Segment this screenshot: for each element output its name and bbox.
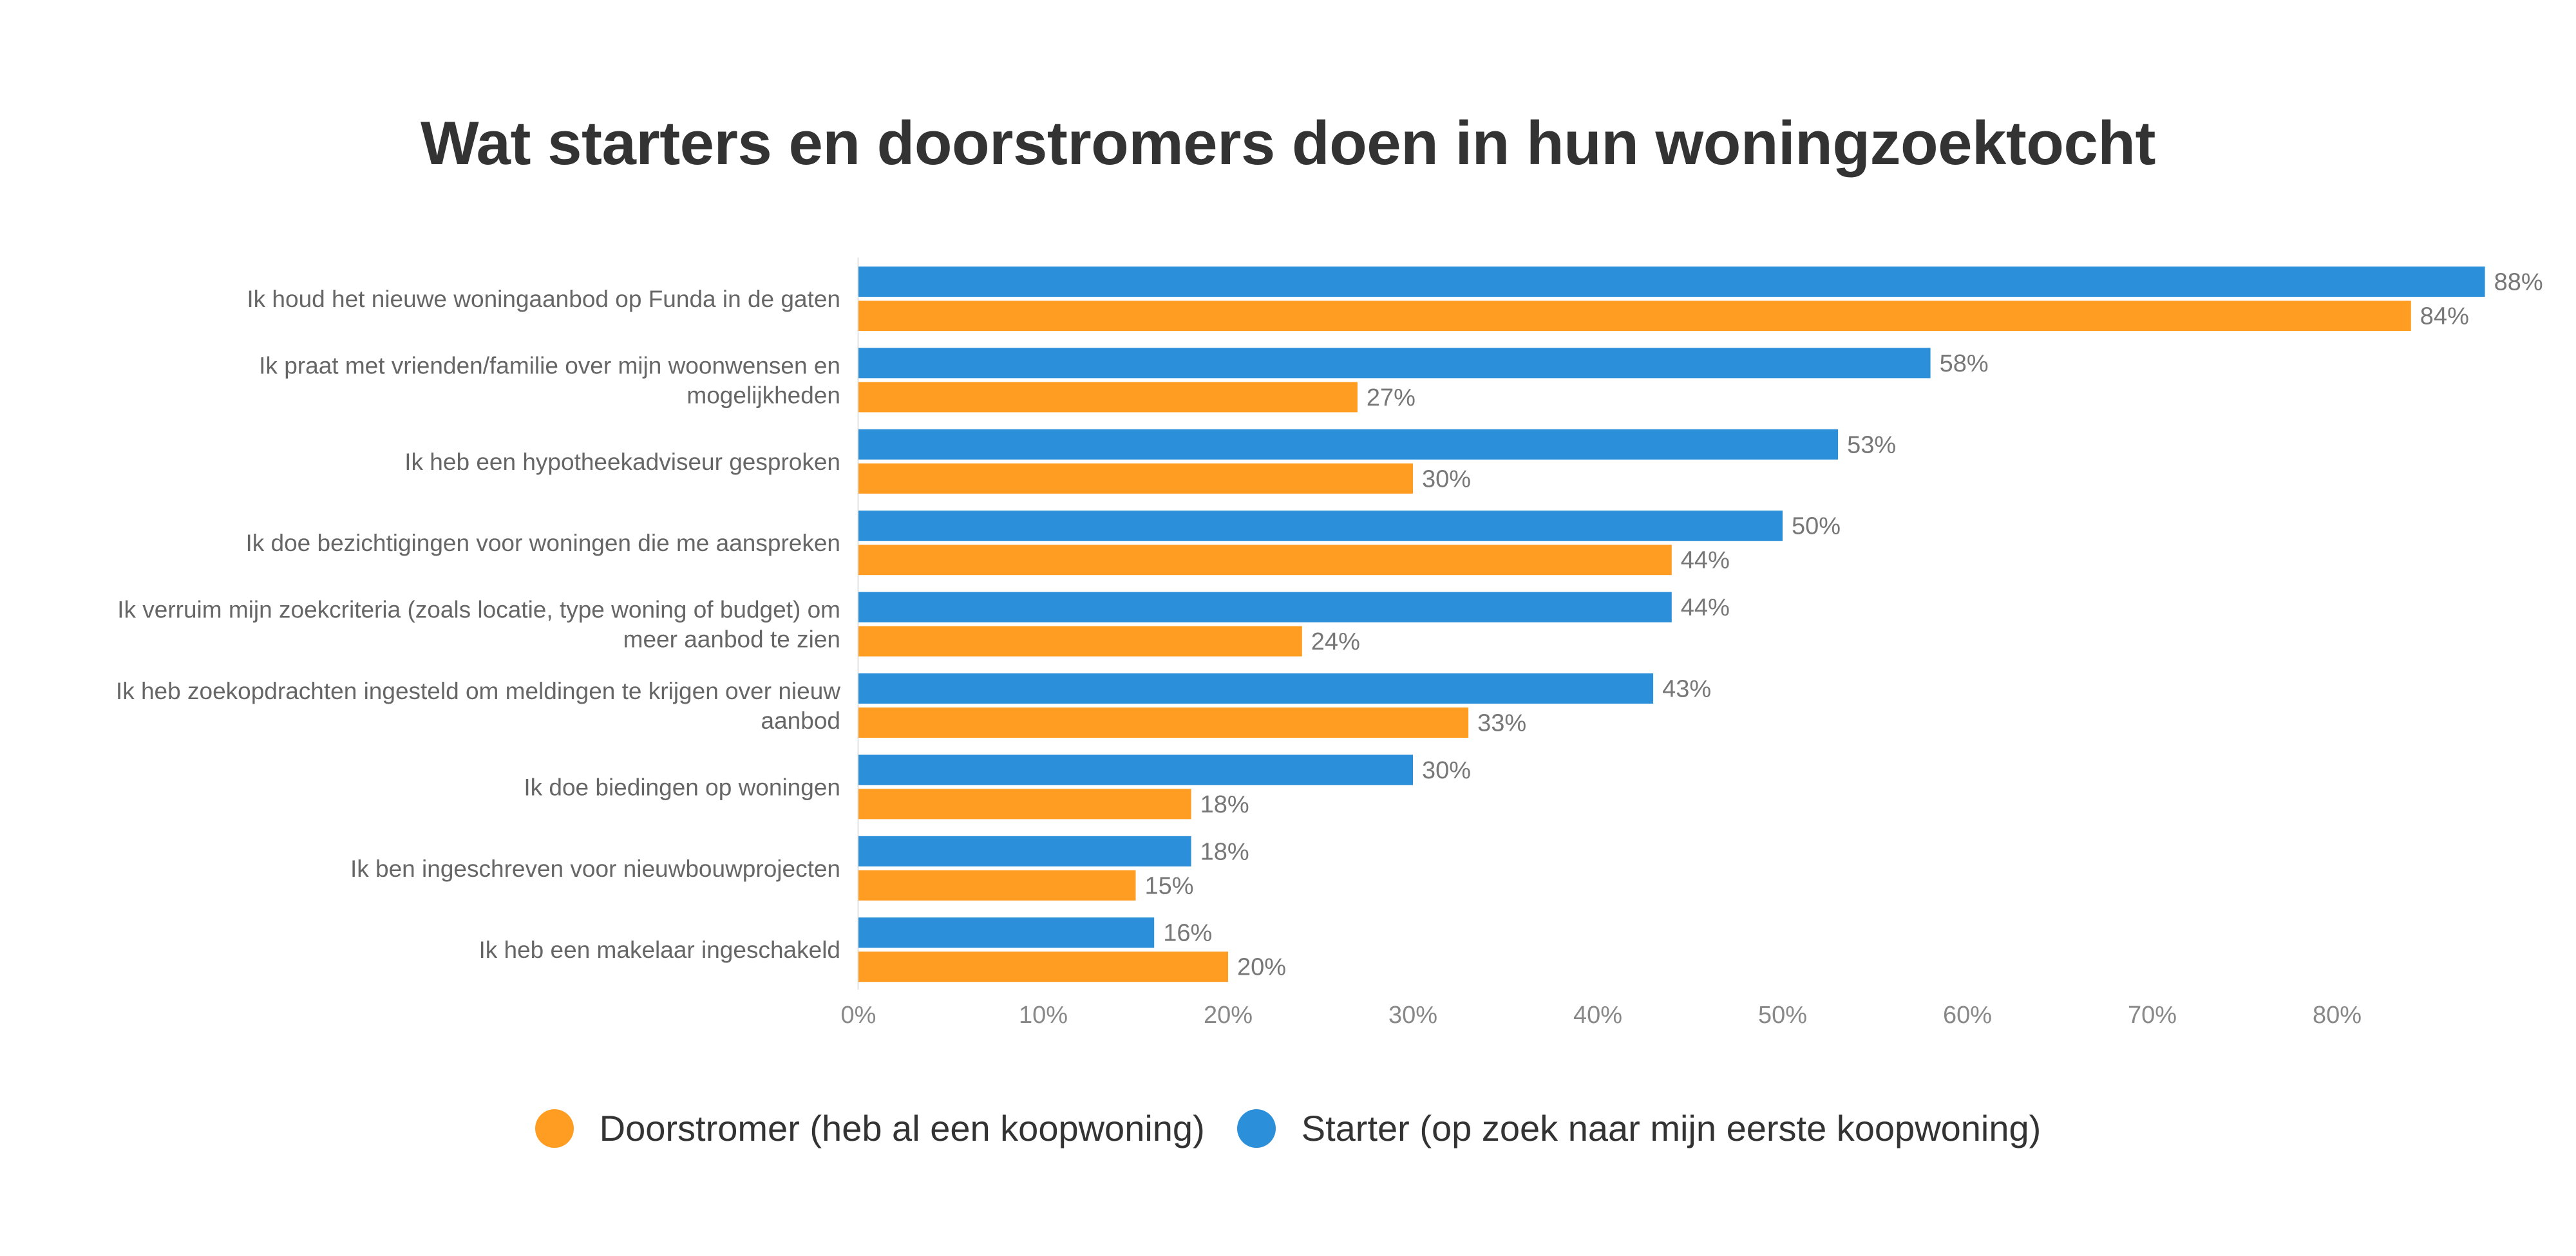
category-label: Ik praat met vrienden/familie over mijn … (259, 352, 840, 408)
data-label: 30% (1422, 465, 1471, 492)
bar-starter (858, 917, 1155, 948)
legend-swatch-doorstromer-icon (535, 1109, 574, 1148)
data-label: 27% (1367, 384, 1416, 411)
bar-starter (858, 429, 1839, 460)
category-label: Ik heb een makelaar ingeschakeld (478, 937, 840, 963)
legend-swatch-starter-icon (1236, 1109, 1276, 1148)
bar-doorstromer (858, 545, 1672, 576)
category-label: Ik doe bezichtigingen voor woningen die … (245, 530, 840, 556)
category-label: Ik doe biedingen op woningen (524, 774, 840, 800)
data-label: 15% (1145, 872, 1194, 899)
chart-legend: Doorstromer (heb al een koopwoning) Star… (0, 1107, 2576, 1149)
bar-starter (858, 836, 1191, 867)
x-tick-label: 30% (1388, 1002, 1437, 1029)
category-label: Ik heb een hypotheekadviseur gesproken (404, 449, 840, 475)
category-label: Ik houd het nieuwe woningaanbod op Funda… (247, 286, 840, 312)
x-tick-label: 60% (1943, 1002, 1992, 1029)
data-label: 16% (1163, 920, 1212, 947)
data-label: 30% (1422, 757, 1471, 784)
category-label: Ik heb zoekopdrachten ingesteld om meldi… (116, 678, 840, 734)
data-label: 58% (1940, 350, 1989, 377)
x-tick-label: 40% (1573, 1002, 1622, 1029)
x-tick-label: 0% (841, 1002, 876, 1029)
data-label: 24% (1311, 628, 1360, 655)
data-label: 88% (2494, 269, 2543, 296)
bar-starter (858, 511, 1783, 541)
bar-doorstromer (858, 789, 1191, 820)
bar-doorstromer (858, 301, 2411, 331)
bar-doorstromer (858, 870, 1136, 901)
bar-starter (858, 348, 1931, 379)
legend-label-doorstromer: Doorstromer (heb al een koopwoning) (599, 1108, 1205, 1148)
data-label: 44% (1681, 547, 1730, 574)
bar-doorstromer (858, 708, 1469, 738)
data-label: 53% (1847, 431, 1896, 458)
legend-label-starter: Starter (op zoek naar mijn eerste koopwo… (1301, 1108, 2041, 1148)
legend-item-starter[interactable]: Starter (op zoek naar mijn eerste koopwo… (1236, 1107, 2041, 1149)
bar-starter (858, 755, 1413, 785)
category-label: Ik ben ingeschreven voor nieuwbouwprojec… (350, 856, 840, 882)
bar-doorstromer (858, 951, 1228, 982)
x-tick-label: 20% (1204, 1002, 1253, 1029)
x-tick-label: 70% (2128, 1002, 2177, 1029)
data-label: 18% (1200, 791, 1249, 818)
bar-starter (858, 673, 1654, 704)
chart-title: Wat starters en doorstromers doen in hun… (421, 109, 2155, 178)
data-label: 33% (1477, 710, 1526, 737)
bar-starter (858, 592, 1672, 623)
bar-starter (858, 267, 2485, 297)
x-tick-label: 10% (1019, 1002, 1068, 1029)
x-tick-label: 50% (1758, 1002, 1807, 1029)
data-label: 84% (2420, 303, 2469, 330)
data-label: 18% (1200, 838, 1249, 865)
data-label: 43% (1662, 676, 1711, 703)
category-label: Ik verruim mijn zoekcriteria (zoals loca… (117, 597, 840, 653)
x-tick-label: 80% (2313, 1002, 2362, 1029)
data-label: 50% (1792, 513, 1841, 540)
data-label: 44% (1681, 594, 1730, 621)
bar-doorstromer (858, 463, 1413, 494)
bar-doorstromer (858, 626, 1302, 657)
legend-item-doorstromer[interactable]: Doorstromer (heb al een koopwoning) (535, 1107, 1205, 1149)
bar-doorstromer (858, 382, 1358, 413)
data-label: 20% (1237, 954, 1286, 981)
